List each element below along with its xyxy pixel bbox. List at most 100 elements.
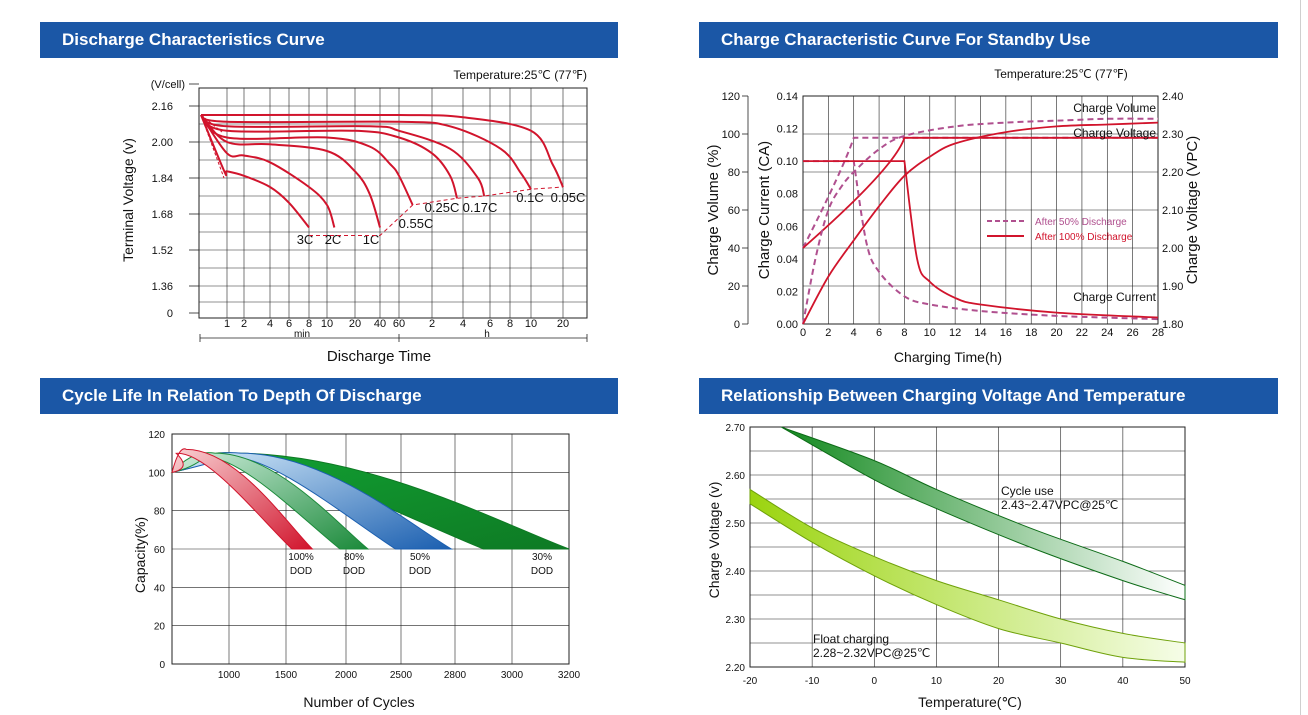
charge-xlabel: Charging Time(h) <box>894 349 1002 365</box>
cycle-xtick-label: 3000 <box>501 670 524 681</box>
discharge-yunit: (V/cell) <box>151 79 185 91</box>
cycle-band-label1: 80% <box>344 552 364 563</box>
voltage-band-float-charging <box>749 488 1186 663</box>
voltage-xtick-label: 40 <box>1117 676 1129 687</box>
cycle-xtick-label: 1000 <box>218 670 241 681</box>
charge-xtick-label: 2 <box>825 327 831 339</box>
cycle-ytick-label: 80 <box>154 507 166 518</box>
charge-y2tick-label: 0.02 <box>777 286 798 298</box>
charge-xtick-label: 24 <box>1101 327 1113 339</box>
discharge-ytick-label: 1.68 <box>152 209 173 221</box>
discharge-ytick-label: 1.84 <box>152 173 173 185</box>
voltage-ytick-label: 2.40 <box>726 567 746 578</box>
discharge-xtick-label: 60 <box>393 318 405 330</box>
discharge-curve-0.05C <box>200 113 564 188</box>
charge-curve-label: Charge Current <box>1073 290 1156 304</box>
discharge-curve-label-0.1C: 0.1C <box>516 190 543 205</box>
voltage-xlabel: Temperature(℃) <box>918 694 1022 710</box>
voltage-band-label2: 2.43~2.47VPC@25℃ <box>1001 498 1118 512</box>
charge-y3tick-label: 2.20 <box>1162 167 1183 179</box>
voltage-band-cycle-use <box>780 426 1186 601</box>
voltage-xtick-label: 10 <box>931 676 943 687</box>
cycle-ytick-label: 20 <box>154 622 166 633</box>
discharge-curve-label-0.25C: 0.25C <box>425 200 460 215</box>
charge-xtick-label: 18 <box>1025 327 1037 339</box>
discharge-xtick-label: 2 <box>241 318 247 330</box>
discharge-header: Discharge Characteristics Curve <box>40 22 618 58</box>
discharge-ytick-label: 0 <box>167 308 173 320</box>
discharge-plot-frame <box>198 87 588 319</box>
voltage-band-label1: Float charging <box>813 632 889 646</box>
voltage-plot-frame <box>749 426 1186 668</box>
discharge-curve-label-0.05C: 0.05C <box>551 190 586 205</box>
discharge-curve-0.17C <box>200 114 486 197</box>
discharge-header-text: Discharge Characteristics Curve <box>62 30 325 49</box>
charge-xtick-label: 12 <box>949 327 961 339</box>
voltage-header-text: Relationship Between Charging Voltage An… <box>721 386 1186 405</box>
discharge-xtick-label: 20 <box>557 318 569 330</box>
charge-y3tick-label: 2.00 <box>1162 243 1183 255</box>
page-edge-line <box>1300 0 1301 715</box>
charge-xtick-label: 6 <box>876 327 882 339</box>
charge-header: Charge Characteristic Curve For Standby … <box>699 22 1278 58</box>
charge-y1tick-label: 100 <box>722 129 740 141</box>
cycle-ytick-label: 0 <box>159 660 165 671</box>
charge-xtick-label: 10 <box>924 327 936 339</box>
discharge-xtick-label: 6 <box>487 318 493 330</box>
cycle-header-text: Cycle Life In Relation To Depth Of Disch… <box>62 386 422 405</box>
cycle-xlabel: Number of Cycles <box>303 694 414 710</box>
charge-y1tick-label: 120 <box>722 91 740 103</box>
cycle-band-label2: DOD <box>409 566 431 577</box>
voltage-ytick-label: 2.60 <box>726 471 746 482</box>
charge-curve-label: Charge Volume <box>1073 101 1156 115</box>
discharge-ylabel: Terminal Voltage (v) <box>120 138 136 262</box>
charge-legend-label-50: After 50% Discharge <box>1035 217 1127 228</box>
discharge-curve-label-0.55C: 0.55C <box>399 216 434 231</box>
cycle-band-label2: DOD <box>343 566 365 577</box>
charge-y3tick-label: 2.10 <box>1162 205 1183 217</box>
discharge-start-dashes <box>200 114 225 179</box>
charge-xtick-label: 28 <box>1152 327 1164 339</box>
voltage-header: Relationship Between Charging Voltage An… <box>699 378 1278 414</box>
charge-temperature: Temperature:25℃ (77℉) <box>994 67 1128 81</box>
charge-curve-volume-50 <box>802 117 1159 325</box>
discharge-ytick-label: 1.52 <box>152 245 173 257</box>
voltage-xtick-label: -10 <box>805 676 820 687</box>
cycle-ytick-label: 100 <box>148 468 165 479</box>
discharge-xtick-label: 1 <box>224 318 230 330</box>
discharge-xtick-label: 10 <box>525 318 537 330</box>
discharge-curve-3C <box>200 114 310 229</box>
charge-plot-frame <box>802 95 1159 325</box>
charge-y3tick-label: 1.90 <box>1162 281 1183 293</box>
discharge-xtick-label: 8 <box>306 318 312 330</box>
discharge-curve-0.55C <box>200 114 414 206</box>
charge-curve-current-50 <box>803 160 1159 321</box>
discharge-x-unit-min: min <box>294 329 310 340</box>
cycle-ytick-label: 60 <box>154 545 166 556</box>
voltage-ytick-label: 2.20 <box>726 663 746 674</box>
cycle-band-label2: DOD <box>290 566 312 577</box>
voltage-band-label2: 2.28~2.32VPC@25℃ <box>813 646 930 660</box>
charge-y2tick-label: 0.10 <box>777 156 798 168</box>
voltage-ytick-label: 2.70 <box>726 423 746 434</box>
charge-y1tick-label: 0 <box>734 319 740 331</box>
discharge-curve-0.1C <box>200 114 532 190</box>
charge-y1tick-label: 40 <box>728 243 740 255</box>
charge-curve-voltage-50 <box>802 136 1158 249</box>
charge-curve-volume-100 <box>802 121 1159 325</box>
discharge-curve-1C <box>200 114 381 228</box>
charge-xtick-label: 8 <box>901 327 907 339</box>
voltage-band-label1: Cycle use <box>1001 484 1054 498</box>
charge-y3tick-label: 2.30 <box>1162 129 1183 141</box>
cycle-xtick-label: 2800 <box>444 670 467 681</box>
voltage-xtick-label: -20 <box>743 676 758 687</box>
discharge-cutoff-line <box>309 186 564 236</box>
charge-y2label: Charge Current (CA) <box>756 141 773 279</box>
discharge-ytick-label: 2.16 <box>152 101 173 113</box>
voltage-xtick-label: 30 <box>1055 676 1067 687</box>
cycle-xtick-label: 3200 <box>558 670 581 681</box>
charge-y3label: Charge Voltage (VPC) <box>1184 136 1201 284</box>
cycle-band-100-DOD <box>171 448 314 550</box>
